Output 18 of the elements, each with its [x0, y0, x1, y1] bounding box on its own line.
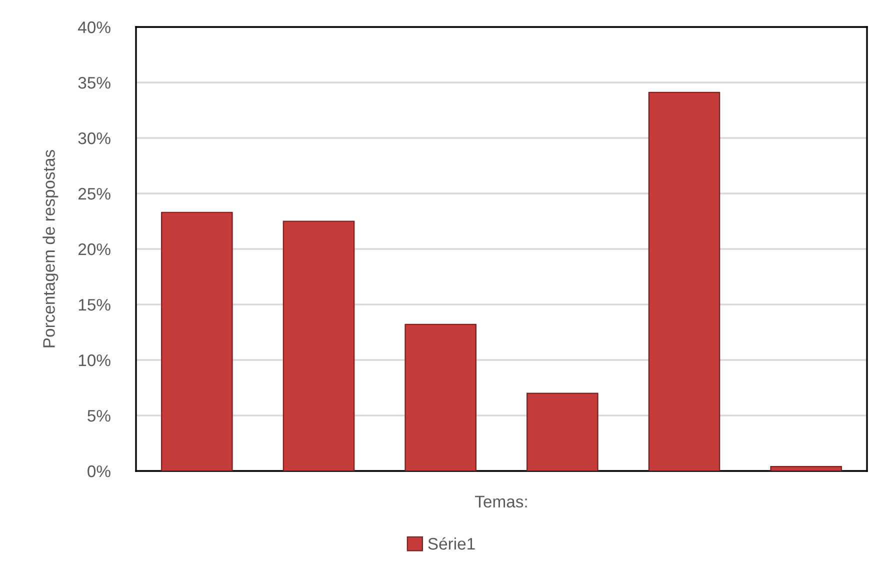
y-tick-label: 5% [88, 410, 110, 422]
bar [282, 220, 355, 471]
y-tick-label: 0% [88, 465, 110, 478]
y-tick-label: 15% [78, 298, 110, 311]
y-tick-label: 40% [78, 21, 110, 34]
x-axis-title: Temas: [475, 496, 527, 508]
legend-label: Série1 [428, 537, 475, 550]
y-tick-label: 30% [78, 132, 110, 144]
bar [526, 392, 598, 471]
bar [648, 92, 720, 471]
bar [770, 466, 842, 471]
bar [161, 212, 233, 471]
y-tick-label: 25% [78, 188, 110, 200]
bar [404, 324, 476, 471]
y-axis-title: Porcentagem de respostas [42, 150, 58, 348]
y-tick-label: 10% [78, 354, 110, 366]
y-tick-label: 20% [78, 243, 110, 256]
y-tick-label: 35% [78, 76, 110, 89]
